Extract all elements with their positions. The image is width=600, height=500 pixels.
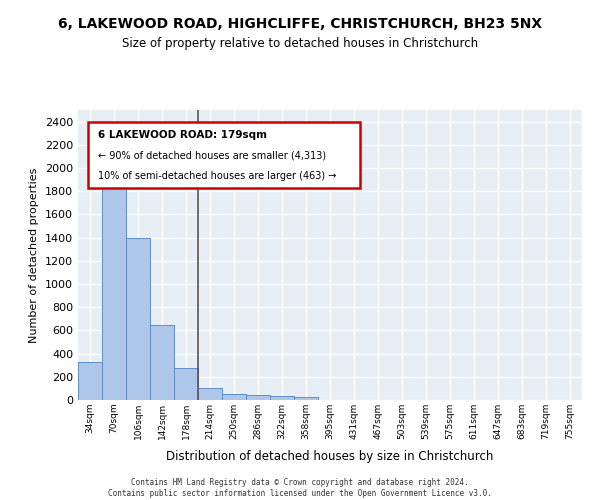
Bar <box>294 398 318 400</box>
Bar <box>222 394 246 400</box>
Text: 6, LAKEWOOD ROAD, HIGHCLIFFE, CHRISTCHURCH, BH23 5NX: 6, LAKEWOOD ROAD, HIGHCLIFFE, CHRISTCHUR… <box>58 18 542 32</box>
Bar <box>78 362 102 400</box>
Text: ← 90% of detached houses are smaller (4,313): ← 90% of detached houses are smaller (4,… <box>98 150 326 160</box>
Text: 6 LAKEWOOD ROAD: 179sqm: 6 LAKEWOOD ROAD: 179sqm <box>98 130 267 140</box>
Bar <box>270 396 294 400</box>
Bar <box>174 368 198 400</box>
Text: Contains HM Land Registry data © Crown copyright and database right 2024.
Contai: Contains HM Land Registry data © Crown c… <box>108 478 492 498</box>
X-axis label: Distribution of detached houses by size in Christchurch: Distribution of detached houses by size … <box>166 450 494 464</box>
Bar <box>126 238 150 400</box>
FancyBboxPatch shape <box>88 122 360 188</box>
Y-axis label: Number of detached properties: Number of detached properties <box>29 168 40 342</box>
Bar <box>246 395 270 400</box>
Bar <box>198 388 222 400</box>
Text: Size of property relative to detached houses in Christchurch: Size of property relative to detached ho… <box>122 38 478 51</box>
Bar <box>102 174 126 400</box>
Text: 10% of semi-detached houses are larger (463) →: 10% of semi-detached houses are larger (… <box>98 171 337 181</box>
Bar <box>150 325 174 400</box>
